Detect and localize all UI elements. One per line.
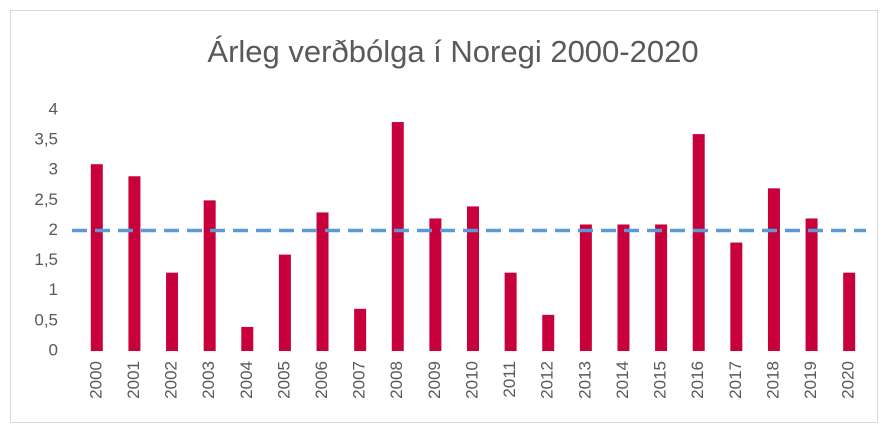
bar [579,224,592,351]
y-tick-label: 2 [49,220,58,239]
bar [203,200,216,351]
y-tick-label: 3 [49,160,58,179]
bar [467,206,479,351]
bar [655,224,668,351]
x-tick-label: 2015 [651,361,670,399]
x-tick-label: 2017 [726,361,745,399]
bar [692,134,705,351]
bar [805,218,818,351]
bar [767,188,780,351]
chart-border [10,10,878,423]
bar [278,254,291,351]
bar [617,224,630,351]
x-tick-label: 2005 [274,361,293,399]
x-tick-label: 2010 [462,361,481,399]
chart-title: Árleg verðbólga í Noregi 2000-2020 [207,34,698,69]
x-tick-label: 2003 [199,361,218,399]
x-tick-label: 2013 [575,361,594,399]
bar [542,314,555,351]
x-tick-label: 2012 [538,361,557,399]
bar [241,326,254,351]
y-tick-label: 2,5 [34,190,58,209]
bar [316,212,329,351]
y-tick-label: 4 [49,99,58,118]
x-tick-label: 2020 [839,361,858,399]
y-tick-label: 1 [49,280,58,299]
y-tick-label: 3,5 [34,130,58,149]
x-tick-label: 2019 [801,361,820,399]
x-tick-label: 2000 [86,361,105,399]
x-tick-label: 2008 [387,361,406,399]
bar [504,272,517,351]
y-tick-label: 1,5 [34,250,58,269]
bar [730,242,743,351]
x-tick-label: 2001 [124,361,143,399]
bar [843,272,856,351]
x-tick-label: 2011 [500,361,519,398]
x-tick-label: 2009 [425,361,444,399]
x-tick-label: 2016 [688,361,707,399]
bar [128,176,141,351]
bar [90,164,103,351]
x-tick-label: 2007 [350,361,369,399]
x-tick-label: 2004 [237,361,256,399]
bar [429,218,442,351]
x-tick-label: 2014 [613,361,632,399]
bar [166,272,179,351]
y-tick-label: 0,5 [34,310,58,329]
x-tick-label: 2018 [763,361,782,399]
x-tick-label: 2006 [312,361,331,399]
bar [391,122,404,351]
y-tick-label: 0 [49,340,58,359]
bar [354,308,367,351]
x-tick-label: 2002 [162,361,181,399]
